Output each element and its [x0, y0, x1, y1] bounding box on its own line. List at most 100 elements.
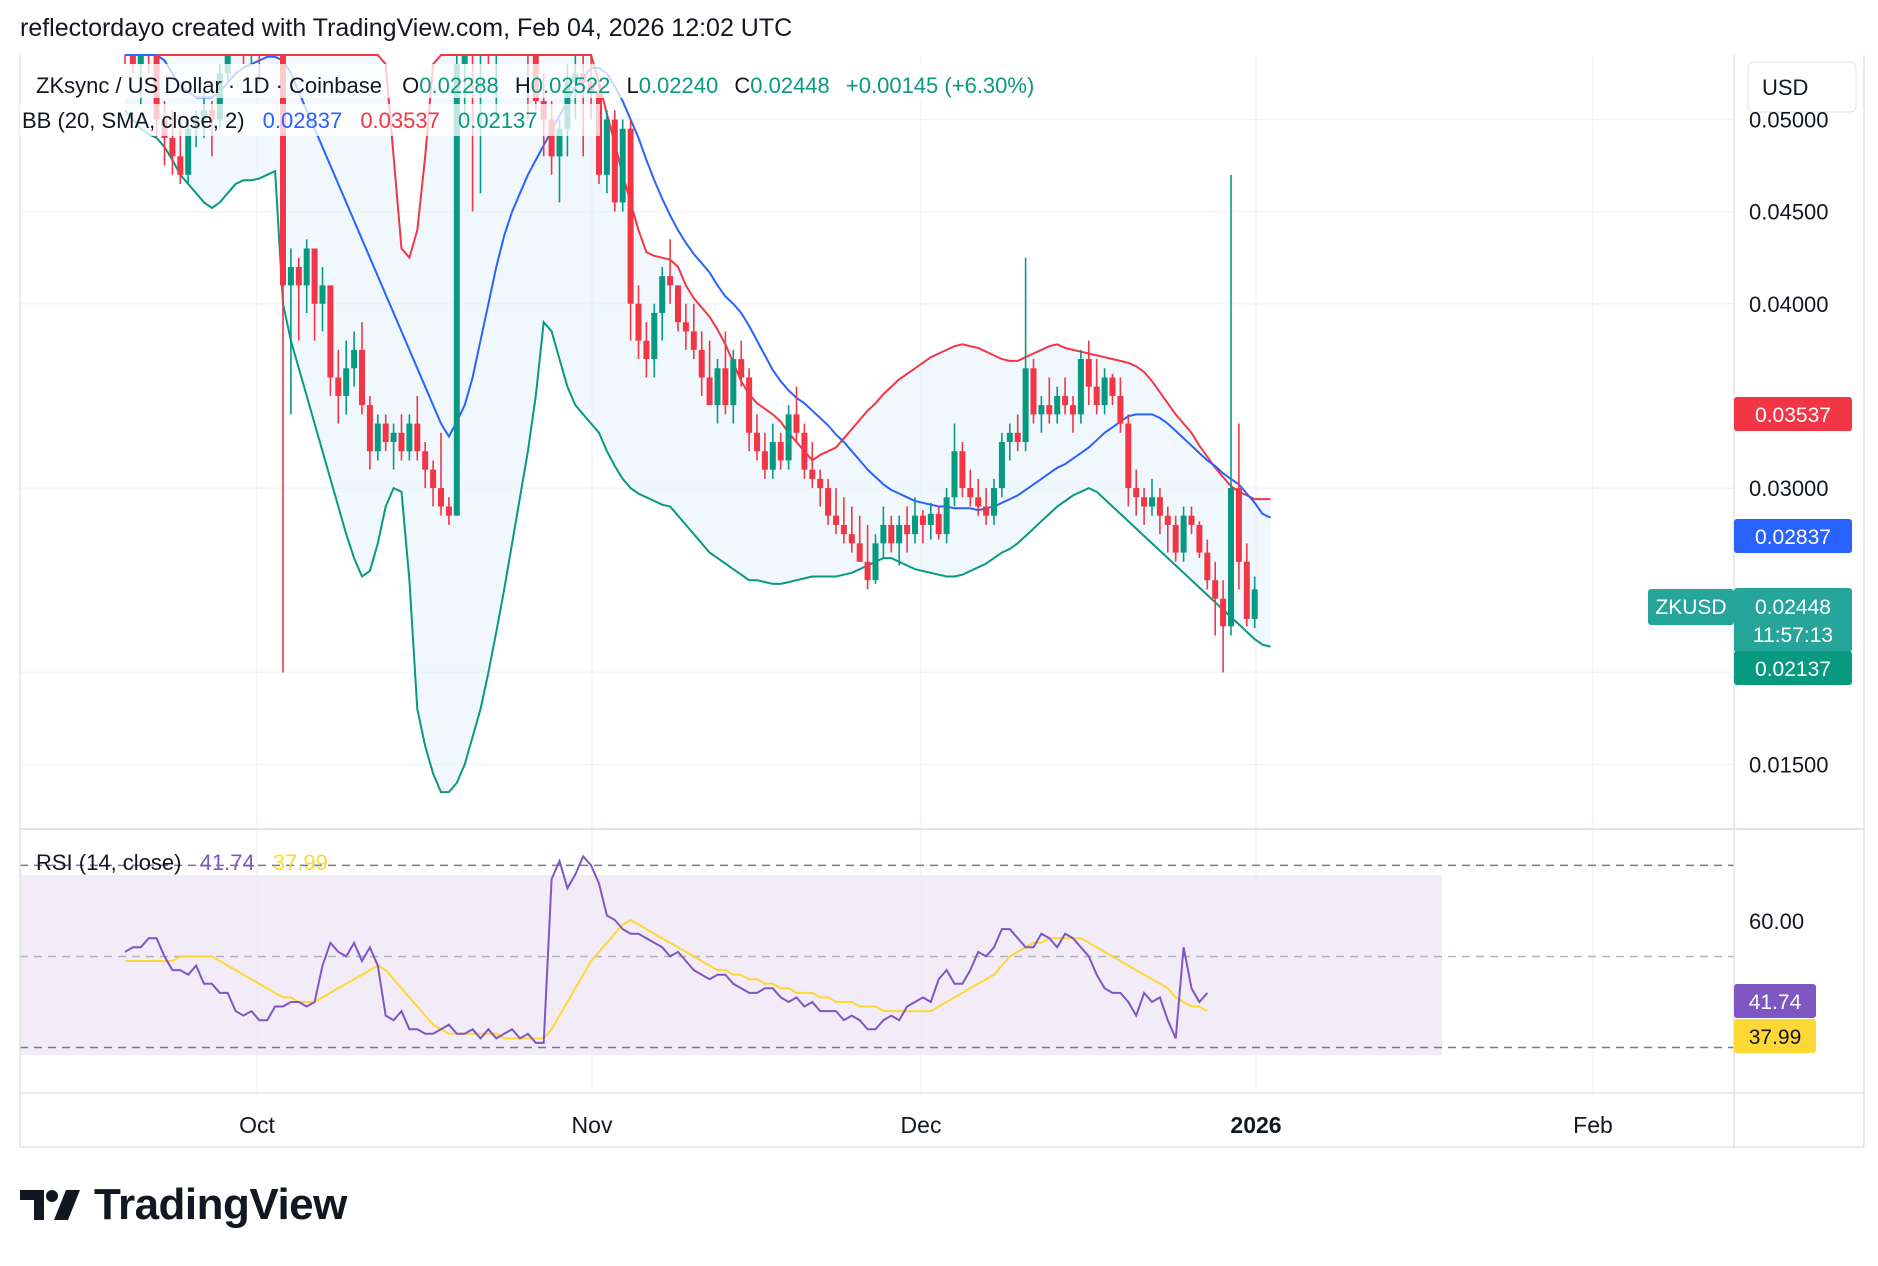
candle-body [185, 128, 192, 175]
candle [698, 331, 705, 396]
candle [1243, 543, 1250, 627]
candle-body [690, 331, 697, 350]
rsi-value-tag: 41.74 [1734, 984, 1816, 1018]
bb-lower-tag: 0.02137 [1734, 651, 1852, 685]
candle-body [406, 423, 413, 452]
tradingview-brand[interactable]: TradingView [20, 1180, 347, 1230]
candle [1180, 506, 1187, 562]
candle [603, 110, 610, 194]
candle [675, 285, 681, 332]
candle-body [919, 515, 926, 525]
candle [374, 414, 381, 461]
candle [1220, 580, 1227, 673]
candle-body [754, 432, 760, 452]
candle-body [351, 349, 358, 369]
candle-body [319, 285, 326, 304]
candle-body [1149, 497, 1155, 507]
candle [975, 478, 982, 516]
rsi-ma-legend-value: 37.99 [273, 850, 328, 875]
candle-body [722, 368, 729, 406]
candle-body [1101, 377, 1108, 406]
candle-body [359, 349, 365, 406]
candle-body [430, 469, 437, 489]
candle-body [1251, 589, 1258, 619]
candle-body [1077, 359, 1084, 415]
symbol-legend[interactable]: ZKsync / US Dollar · 1D · Coinbase O0.02… [22, 64, 1082, 98]
time-axis-labels[interactable]: Oct Nov Dec 2026 Feb [239, 1112, 1613, 1138]
candle [1149, 478, 1155, 516]
candle-body [872, 543, 879, 581]
open-label: O [402, 73, 419, 98]
rsi-ma-tag-value: 37.99 [1749, 1026, 1802, 1049]
price-tick-label: 0.01500 [1749, 753, 1829, 778]
candle [769, 423, 776, 479]
candle [445, 497, 452, 525]
candle-body [959, 451, 966, 489]
candle-body [548, 119, 555, 157]
candle-body [335, 377, 342, 396]
time-axis-label: 2026 [1230, 1112, 1281, 1138]
candle-body [991, 488, 997, 516]
candle [967, 469, 974, 507]
time-axis-label: Oct [239, 1112, 275, 1138]
candle [611, 110, 618, 212]
candle [1117, 377, 1124, 433]
candle [856, 515, 863, 562]
candle-body [667, 276, 674, 286]
candle [303, 239, 310, 313]
candle-body [825, 488, 832, 516]
symbol-name: ZKsync / US Dollar · 1D · Coinbase [36, 73, 382, 98]
candle [319, 266, 326, 332]
candle [777, 432, 784, 470]
bb-lower-value: 0.02137 [458, 108, 538, 133]
bb-legend[interactable]: BB (20, SMA, close, 2) 0.02837 0.03537 0… [20, 104, 600, 136]
rsi-band-fill [20, 875, 1442, 1055]
candle [390, 423, 397, 470]
price-tick-label: 0.05000 [1749, 108, 1829, 133]
candle-body [635, 303, 642, 341]
candle [422, 442, 429, 489]
tradingview-logo-icon [20, 1190, 80, 1220]
candle-body [896, 524, 903, 544]
price-tick-label: 0.04000 [1749, 292, 1829, 317]
candle [738, 340, 745, 387]
candle [690, 303, 697, 360]
candle [335, 349, 342, 424]
candle-body [817, 478, 824, 489]
candle [912, 497, 918, 544]
candle-body [287, 266, 294, 286]
last-price-value: 0.02448 [1755, 596, 1831, 619]
candle [706, 340, 713, 406]
low-label: L [626, 73, 638, 98]
candle [722, 331, 729, 415]
candle [430, 460, 437, 507]
candle-body [390, 432, 397, 442]
candle [1235, 423, 1242, 590]
rsi-tag-value: 41.74 [1749, 991, 1802, 1014]
candle [1022, 257, 1029, 452]
change-value: +0.00145 (+6.30%) [846, 73, 1034, 98]
bollinger-upper-line [125, 54, 1271, 501]
candle-body [374, 423, 381, 452]
candle [343, 340, 350, 415]
candle [351, 331, 358, 387]
candle [991, 478, 997, 525]
rsi-label: RSI (14, close) [36, 850, 182, 875]
time-axis-label: Dec [901, 1112, 942, 1138]
candle [280, 55, 286, 673]
candle-body [1093, 386, 1100, 406]
candle [1093, 359, 1100, 415]
rsi-axis-tick: 60.00 [1749, 909, 1804, 934]
candle-body [1212, 580, 1219, 599]
rsi-legend[interactable]: RSI (14, close) 41.74 37.99 [36, 850, 328, 875]
candle-body [619, 128, 626, 203]
candle-body [303, 248, 310, 286]
bb-label: BB (20, SMA, close, 2) [22, 108, 245, 133]
last-price-tag: 0.02448 11:57:13 [1734, 588, 1852, 652]
candle-body [848, 534, 855, 544]
currency-selector[interactable]: USD [1747, 61, 1857, 113]
candle [366, 395, 373, 470]
candle-body [1228, 488, 1234, 627]
candle [295, 257, 302, 341]
